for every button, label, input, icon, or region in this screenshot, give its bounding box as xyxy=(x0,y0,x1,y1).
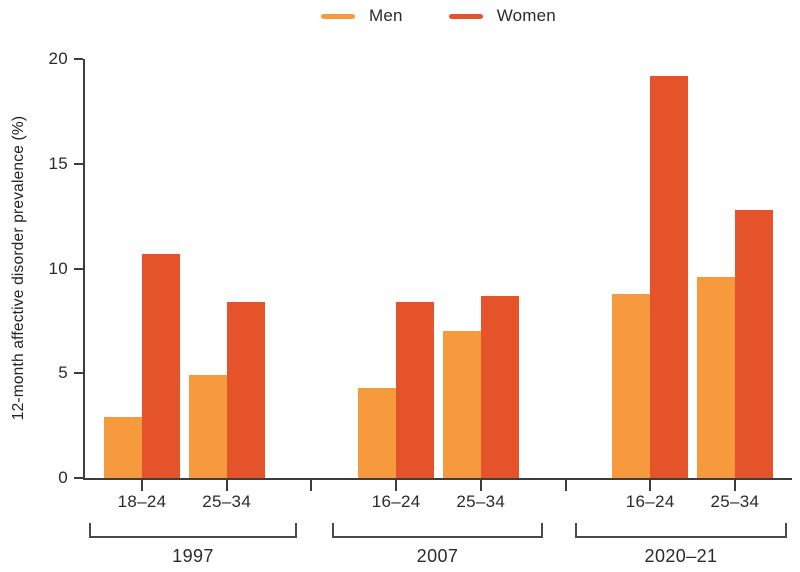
y-axis-tick xyxy=(74,267,83,270)
y-axis-tick xyxy=(74,162,83,165)
x-axis-tick xyxy=(310,480,313,491)
x-category-label: 16–24 xyxy=(625,492,675,511)
bar-men-2007-25–34 xyxy=(442,331,481,478)
bar-women-2020–21-16–24 xyxy=(650,75,689,478)
men-swatch-icon xyxy=(321,13,356,19)
x-axis-line xyxy=(83,478,792,480)
y-axis-tick xyxy=(74,58,83,60)
x-axis-tick xyxy=(479,480,482,491)
group-bracket-end xyxy=(295,523,297,538)
x-axis-tick xyxy=(225,480,228,491)
legend-item-men: Men xyxy=(321,6,403,26)
group-bracket-end xyxy=(89,523,91,538)
group-year-label: 1997 xyxy=(172,546,214,566)
y-tick-label: 20 xyxy=(48,49,68,68)
group-bracket xyxy=(575,536,787,538)
x-axis-tick xyxy=(141,480,143,491)
bar-men-2007-16–24 xyxy=(358,387,397,478)
bar-men-2020–21-25–34 xyxy=(696,276,735,478)
legend-label-men: Men xyxy=(369,6,403,25)
bar-women-2020–21-25–34 xyxy=(734,209,773,478)
x-category-label: 25–34 xyxy=(202,492,252,511)
group-bracket xyxy=(332,536,543,538)
group-bracket-end xyxy=(332,523,334,538)
legend-item-women: Women xyxy=(448,6,556,26)
x-axis-tick xyxy=(395,480,398,491)
bar-men-1997-18–24 xyxy=(104,417,142,478)
x-category-label: 25–34 xyxy=(710,492,760,511)
x-category-label: 18–24 xyxy=(117,492,167,511)
y-axis-tick xyxy=(74,477,83,479)
bar-women-1997-25–34 xyxy=(226,302,265,478)
group-year-label: 2007 xyxy=(416,546,459,566)
women-swatch-icon xyxy=(448,13,483,19)
y-axis-line xyxy=(83,59,85,480)
x-axis-tick xyxy=(564,480,567,491)
group-bracket-end xyxy=(575,523,577,538)
bar-men-1997-25–34 xyxy=(188,375,227,478)
bar-women-2007-16–24 xyxy=(396,302,435,478)
group-bracket xyxy=(89,536,297,538)
y-axis-tick xyxy=(74,372,83,375)
legend-label-women: Women xyxy=(496,6,556,25)
x-axis-tick xyxy=(733,480,736,491)
y-tick-label: 15 xyxy=(48,153,68,173)
legend: Men Women xyxy=(85,6,792,26)
y-tick-label: 10 xyxy=(48,258,68,278)
x-category-label: 25–34 xyxy=(456,492,506,511)
y-tick-label: 5 xyxy=(58,363,68,383)
bar-women-2007-25–34 xyxy=(480,295,519,478)
group-year-label: 2020–21 xyxy=(644,546,718,566)
group-bracket-end xyxy=(541,523,543,538)
y-tick-label: 0 xyxy=(58,468,68,487)
bar-women-1997-18–24 xyxy=(142,253,180,478)
bar-men-2020–21-16–24 xyxy=(612,293,651,478)
x-category-label: 16–24 xyxy=(371,492,421,511)
x-axis-tick xyxy=(649,480,652,491)
group-bracket-end xyxy=(785,523,787,538)
